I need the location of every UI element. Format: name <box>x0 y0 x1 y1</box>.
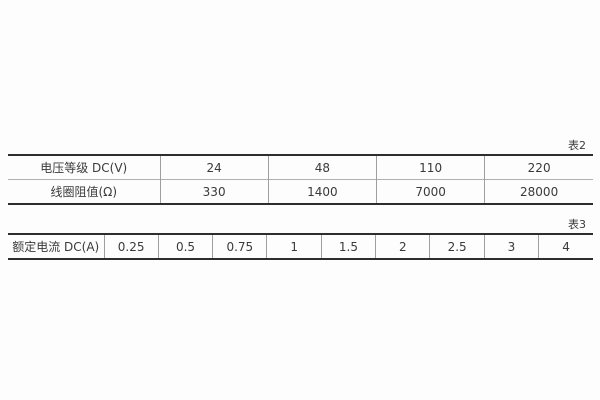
resistance-value-cell: 330 <box>159 179 269 204</box>
voltage-resistance-table: 电压等级 DC(V) 24 48 110 220 线圈阻值(Ω) 330 140… <box>8 154 593 205</box>
voltage-value-cell: 48 <box>267 155 377 180</box>
current-value-cell: 4 <box>538 234 593 259</box>
voltage-resistance-block: 表2 电压等级 DC(V) 24 48 110 220 线圈阻值(Ω) 330 … <box>8 139 593 205</box>
current-value-cell: 0.75 <box>212 234 267 259</box>
voltage-value-cell: 220 <box>484 155 593 180</box>
rated-current-table: 额定电流 DC(A) 0.25 0.5 0.75 1 1.5 2 2.5 3 4 <box>8 233 593 260</box>
current-value-cell: 2.5 <box>429 234 485 259</box>
resistance-value-cell: 28000 <box>484 179 593 204</box>
current-value-cell: 0.5 <box>157 234 213 259</box>
coil-resistance-header: 线圈阻值(Ω) <box>8 179 160 204</box>
current-value-cell: 0.25 <box>103 234 159 259</box>
rated-current-block: 表3 额定电流 DC(A) 0.25 0.5 0.75 1 1.5 2 2.5 … <box>8 218 593 260</box>
current-value-cell: 1 <box>266 234 322 259</box>
current-value-cell: 2 <box>375 234 430 259</box>
voltage-grade-row: 电压等级 DC(V) 24 48 110 220 <box>8 155 593 180</box>
resistance-value-cell: 1400 <box>267 179 377 204</box>
table2-caption: 表2 <box>568 139 586 152</box>
rated-current-row: 额定电流 DC(A) 0.25 0.5 0.75 1 1.5 2 2.5 3 4 <box>8 234 593 259</box>
rated-current-header: 额定电流 DC(A) <box>12 240 100 254</box>
current-value-cell: 3 <box>483 234 539 259</box>
voltage-grade-header: 电压等级 DC(V) <box>40 161 128 175</box>
resistance-value-cell: 7000 <box>375 179 485 204</box>
coil-resistance-row: 线圈阻值(Ω) 330 1400 7000 28000 <box>8 179 593 204</box>
current-value-cell: 1.5 <box>320 234 376 259</box>
voltage-value-cell: 110 <box>375 155 485 180</box>
voltage-value-cell: 24 <box>159 155 269 180</box>
table3-caption: 表3 <box>568 218 586 231</box>
